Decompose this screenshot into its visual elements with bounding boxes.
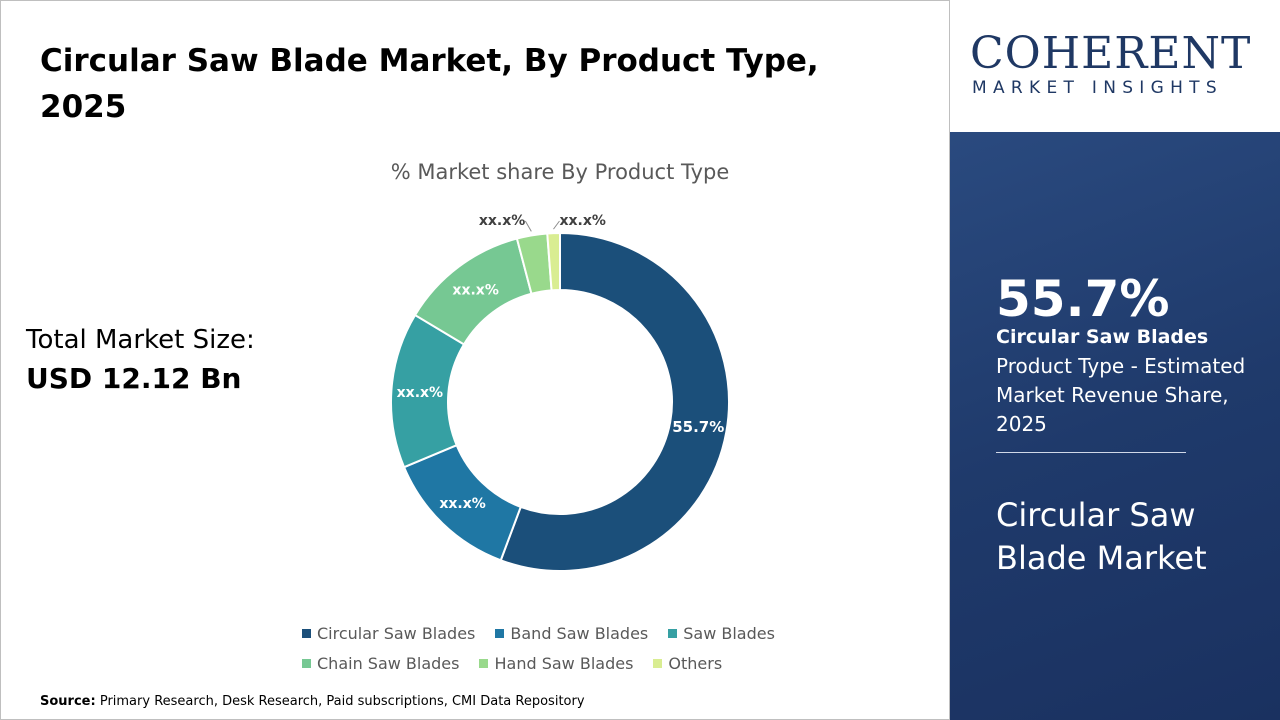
legend-swatch	[653, 658, 663, 668]
divider	[996, 452, 1186, 453]
legend-swatch	[302, 658, 311, 668]
chart-legend: Circular Saw Blades Band Saw Blades Saw Bl…	[290, 618, 830, 678]
legend-label: Saw Blades	[683, 623, 775, 643]
page-title: Circular Saw Blade Market, By Product Ty…	[40, 43, 819, 125]
legend-label: Circular Saw Blades	[317, 623, 476, 643]
highlight-segment: Circular Saw Blades	[996, 326, 1209, 348]
data-label: xx.x%	[439, 496, 485, 512]
donut-chart: 55.7% xx.x% xx.x% xx.x% xx.x% xx.x%	[390, 213, 730, 572]
legend-item: Circular Saw Blades	[290, 624, 475, 643]
chart-title: % Market share By Product Type	[390, 160, 730, 184]
highlight-panel: 55.7% Circular Saw Blades Product Type -…	[950, 132, 1280, 720]
market-name: Circular Saw Blade Market	[996, 496, 1207, 577]
data-label: xx.x%	[559, 213, 605, 229]
legend-swatch	[302, 628, 311, 638]
logo-sub-text: MARKET INSIGHTS	[972, 78, 1223, 98]
source-label: Source:	[40, 694, 96, 709]
legend-item: Others	[641, 654, 722, 673]
legend-swatch	[479, 658, 489, 668]
legend-label: Band Saw Blades	[510, 623, 649, 643]
donut-slice-others	[546, 231, 561, 292]
data-label: xx.x%	[397, 385, 443, 401]
total-market-label: Total Market Size:	[26, 325, 255, 355]
data-label: xx.x%	[479, 213, 525, 229]
legend-swatch	[495, 628, 505, 638]
legend-item: Chain Saw Blades	[290, 654, 459, 673]
legend-label: Chain Saw Blades	[317, 653, 460, 673]
legend-swatch	[668, 628, 678, 638]
source-note: Source: Primary Research, Desk Research,…	[40, 694, 585, 709]
logo-main-text: COHERENT	[970, 28, 1252, 79]
source-text: Primary Research, Desk Research, Paid su…	[99, 694, 585, 709]
legend-label: Others	[668, 653, 723, 673]
company-logo: COHERENT MARKET INSIGHTS	[950, 0, 1280, 132]
leader-line	[524, 220, 532, 232]
highlight-percent: 55.7%	[996, 270, 1170, 328]
highlight-description: Product Type - Estimated Market Revenue …	[996, 354, 1246, 436]
legend-item: Hand Saw Blades	[467, 654, 633, 673]
legend-item: Saw Blades	[656, 624, 775, 643]
legend-item: Band Saw Blades	[483, 624, 648, 643]
donut-slice-circular-saw-blades	[499, 231, 730, 572]
data-label: 55.7%	[672, 418, 724, 436]
leader-line	[553, 220, 560, 230]
total-market-value: USD 12.12 Bn	[26, 362, 242, 395]
data-label: xx.x%	[452, 283, 498, 299]
legend-label: Hand Saw Blades	[494, 653, 634, 673]
